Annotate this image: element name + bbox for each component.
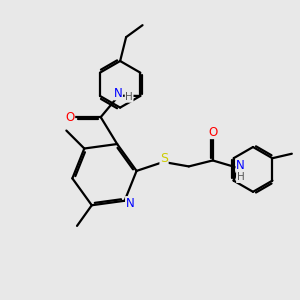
Text: S: S	[160, 152, 168, 166]
Text: N: N	[236, 159, 245, 172]
Text: H: H	[237, 172, 244, 182]
Text: N: N	[114, 87, 122, 100]
Text: O: O	[208, 126, 217, 139]
Text: O: O	[65, 111, 75, 124]
Text: N: N	[126, 197, 134, 210]
Text: H: H	[125, 92, 133, 102]
